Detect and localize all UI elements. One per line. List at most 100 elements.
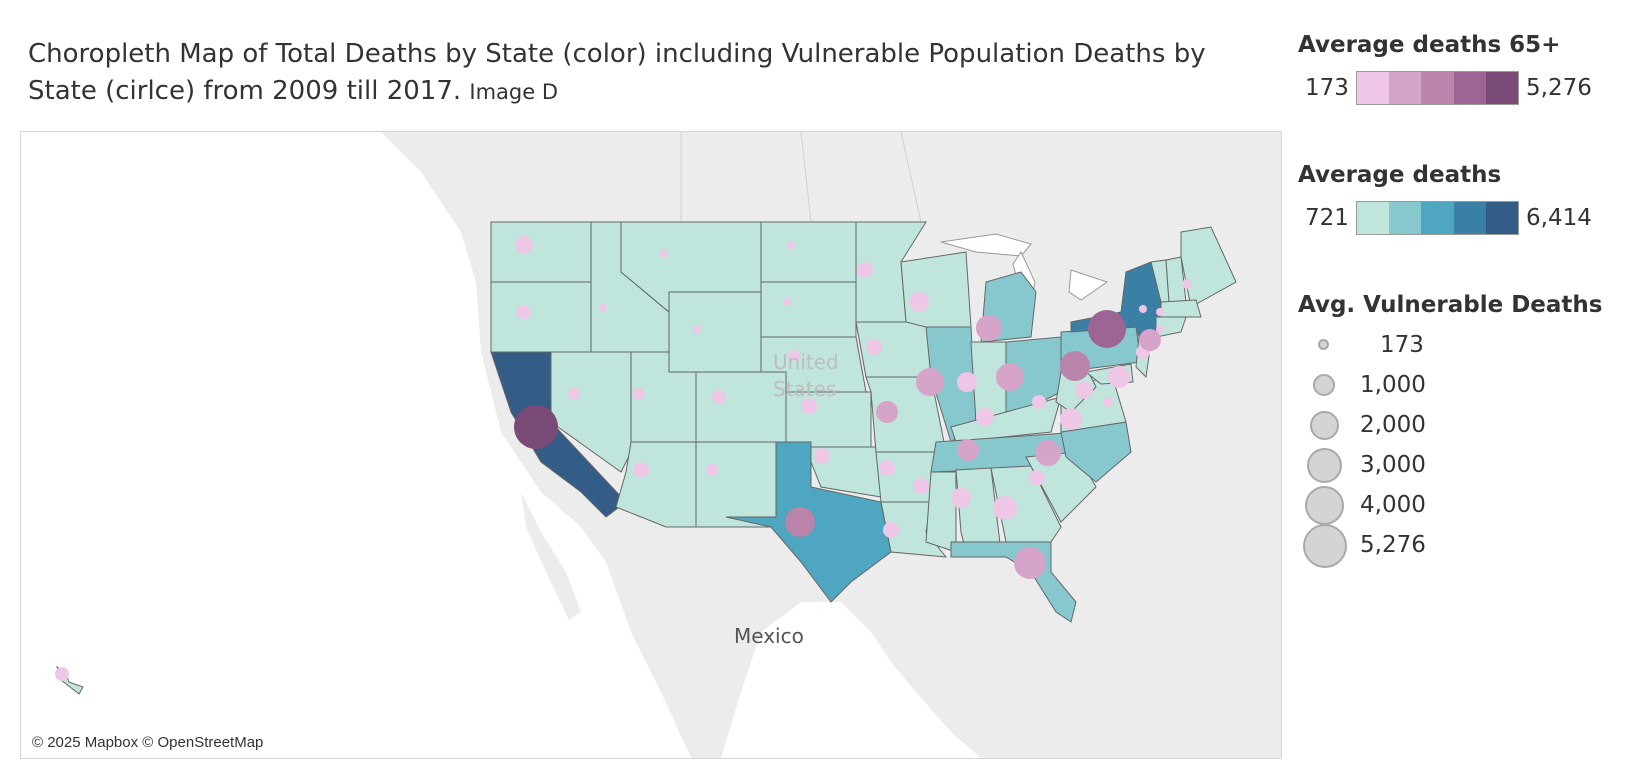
bubble-south-carolina[interactable] bbox=[1029, 470, 1045, 486]
bubble-nevada[interactable] bbox=[568, 388, 580, 400]
legend-total-min: 721 bbox=[1305, 205, 1349, 231]
bubble-new-york[interactable] bbox=[1088, 310, 1126, 348]
ramp-swatch bbox=[1485, 72, 1519, 104]
bubble-maryland[interactable] bbox=[1075, 381, 1093, 399]
bubble-kentucky[interactable] bbox=[976, 408, 994, 426]
ramp-swatch bbox=[1485, 202, 1519, 234]
state-massachusetts[interactable] bbox=[1160, 299, 1202, 318]
bubble-kansas[interactable] bbox=[801, 398, 817, 414]
bubble-vermont[interactable] bbox=[1139, 305, 1147, 313]
bubble-arizona[interactable] bbox=[633, 462, 649, 478]
bubble-oregon[interactable] bbox=[517, 305, 531, 319]
bubble-delaware[interactable] bbox=[1103, 397, 1113, 407]
ramp-swatch bbox=[1389, 72, 1422, 104]
legend-size-item: 4,000 bbox=[1298, 486, 1498, 529]
bubble-missouri[interactable] bbox=[876, 401, 898, 423]
bubble-california[interactable] bbox=[514, 405, 558, 449]
land-baja bbox=[521, 492, 581, 620]
bubble-minnesota[interactable] bbox=[857, 262, 873, 278]
bubble-south-dakota[interactable] bbox=[783, 298, 791, 306]
bubble-michigan[interactable] bbox=[976, 315, 1002, 341]
bubble-iowa[interactable] bbox=[866, 339, 882, 355]
bubble-new-hampshire[interactable] bbox=[1156, 308, 1164, 316]
land-hispaniola bbox=[1171, 688, 1231, 704]
bubble-hawaii[interactable] bbox=[55, 667, 69, 681]
size-circle-icon bbox=[1318, 339, 1329, 350]
bubble-layer bbox=[55, 236, 1192, 681]
legend-elderly-ramp bbox=[1356, 71, 1519, 105]
bubble-north-carolina[interactable] bbox=[1035, 440, 1061, 466]
label-mexico: Mexico bbox=[734, 624, 804, 648]
bubble-florida[interactable] bbox=[1014, 547, 1046, 579]
state-ohio[interactable] bbox=[1005, 336, 1062, 413]
state-nevada[interactable] bbox=[550, 351, 632, 473]
bubble-nebraska[interactable] bbox=[788, 350, 800, 362]
bubble-illinois[interactable] bbox=[916, 368, 944, 396]
bubble-montana[interactable] bbox=[660, 250, 668, 258]
legend-size-label: 1,000 bbox=[1360, 372, 1426, 398]
bubble-louisiana[interactable] bbox=[883, 522, 899, 538]
bubble-rhode-island[interactable] bbox=[1156, 325, 1164, 333]
legend-elderly-title: Average deaths 65+ bbox=[1298, 32, 1561, 58]
state-wyoming[interactable] bbox=[668, 291, 762, 373]
bubble-mississippi[interactable] bbox=[913, 478, 929, 494]
legend-size-item: 3,000 bbox=[1298, 448, 1498, 489]
legend-elderly-min: 173 bbox=[1305, 75, 1349, 101]
map-canvas[interactable]: United States Mexico © 2025 Mapbox © Ope… bbox=[20, 131, 1282, 759]
bubble-colorado[interactable] bbox=[712, 390, 726, 404]
bubble-tennessee[interactable] bbox=[957, 439, 979, 461]
bubble-idaho[interactable] bbox=[599, 304, 607, 312]
bubble-west-virginia[interactable] bbox=[1032, 395, 1046, 409]
label-states: States bbox=[773, 377, 836, 401]
bubble-alabama[interactable] bbox=[951, 488, 971, 508]
bubble-new-mexico[interactable] bbox=[706, 464, 718, 476]
bubble-washington[interactable] bbox=[515, 236, 533, 254]
state-mississippi[interactable] bbox=[925, 471, 957, 553]
state-maine[interactable] bbox=[1180, 226, 1237, 308]
state-kentucky[interactable] bbox=[950, 396, 1062, 443]
legend-elderly-max: 5,276 bbox=[1526, 75, 1592, 101]
size-circle-icon bbox=[1305, 486, 1344, 525]
state-new-mexico[interactable] bbox=[695, 441, 777, 528]
bubble-texas[interactable] bbox=[785, 507, 815, 537]
bubble-ohio[interactable] bbox=[996, 363, 1024, 391]
state-washington[interactable] bbox=[490, 221, 592, 283]
legend-total-max: 6,414 bbox=[1526, 205, 1592, 231]
legend-size-item: 1,000 bbox=[1298, 369, 1498, 409]
legend-size-label: 5,276 bbox=[1360, 532, 1426, 558]
map-svg: United States Mexico bbox=[21, 132, 1281, 758]
bubble-utah[interactable] bbox=[633, 388, 645, 400]
land-cuba bbox=[1031, 722, 1161, 750]
state-arkansas[interactable] bbox=[875, 451, 937, 503]
bubble-oklahoma[interactable] bbox=[814, 448, 830, 464]
legend-size-label: 2,000 bbox=[1360, 412, 1426, 438]
ramp-swatch bbox=[1357, 72, 1390, 104]
bubble-north-dakota[interactable] bbox=[787, 241, 795, 249]
map-attribution[interactable]: © 2025 Mapbox © OpenStreetMap bbox=[25, 731, 271, 754]
bubble-wyoming[interactable] bbox=[693, 325, 701, 333]
legend-size-label: 173 bbox=[1380, 332, 1424, 358]
state-connecticut[interactable] bbox=[1155, 316, 1187, 338]
bubble-new-jersey[interactable] bbox=[1108, 366, 1130, 388]
ramp-swatch bbox=[1453, 202, 1486, 234]
bubble-massachusetts[interactable] bbox=[1139, 329, 1161, 351]
bubble-georgia[interactable] bbox=[993, 496, 1017, 520]
legend-size-item: 5,276 bbox=[1298, 524, 1498, 569]
state-south-dakota[interactable] bbox=[760, 281, 857, 338]
ramp-swatch bbox=[1421, 72, 1454, 104]
ramp-swatch bbox=[1357, 202, 1390, 234]
bubble-virginia[interactable] bbox=[1060, 408, 1082, 430]
legend-size-item: 173 bbox=[1298, 329, 1498, 369]
legend-size-label: 4,000 bbox=[1360, 492, 1426, 518]
bubble-indiana[interactable] bbox=[957, 372, 977, 392]
bubble-pennsylvania[interactable] bbox=[1060, 351, 1090, 381]
state-oregon[interactable] bbox=[490, 281, 592, 353]
bubble-arkansas[interactable] bbox=[879, 460, 895, 476]
bubble-wisconsin[interactable] bbox=[909, 292, 929, 312]
state-georgia[interactable] bbox=[990, 465, 1062, 543]
legend-size-label: 3,000 bbox=[1360, 452, 1426, 478]
bubble-maine[interactable] bbox=[1182, 279, 1192, 289]
legend-total-title: Average deaths bbox=[1298, 162, 1502, 188]
state-north-dakota[interactable] bbox=[760, 221, 857, 283]
state-wisconsin[interactable] bbox=[900, 251, 972, 328]
